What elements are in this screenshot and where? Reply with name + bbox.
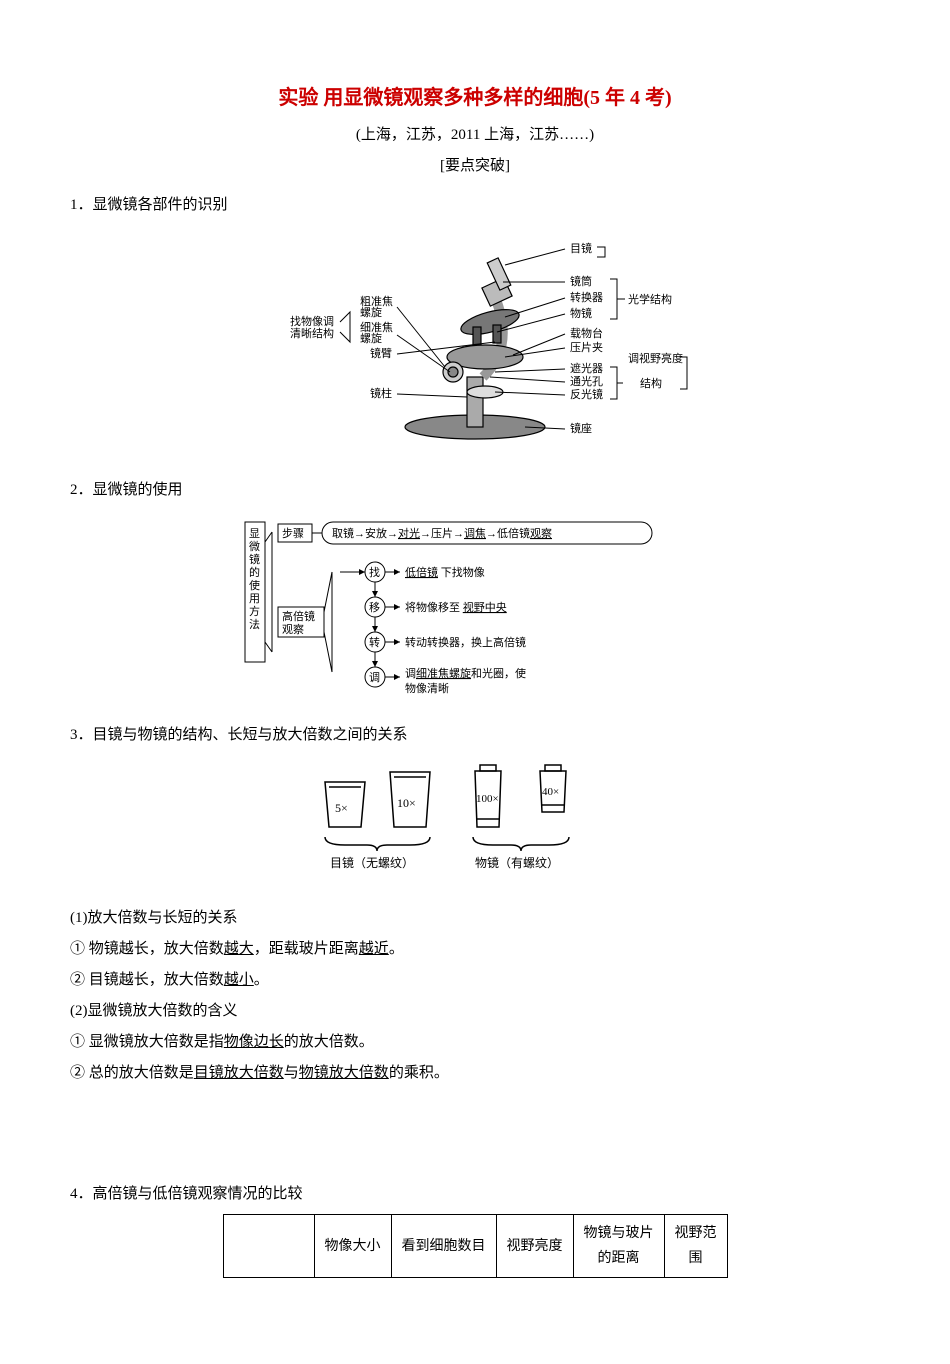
svg-text:细准焦螺旋: 细准焦螺旋 xyxy=(360,321,393,345)
svg-text:步骤: 步骤 xyxy=(282,527,304,540)
svg-text:转动转换器，换上高倍镜: 转动转换器，换上高倍镜 xyxy=(405,635,526,649)
svg-text:5×: 5× xyxy=(335,801,348,815)
t: ① 物镜越长，放大倍数 xyxy=(70,941,224,957)
svg-text:10×: 10× xyxy=(397,796,416,810)
t: ② 目镜越长，放大倍数 xyxy=(70,972,224,988)
figure-microscope-parts: 找物像调清晰结构 粗准焦螺旋 细准焦螺旋 镜臂 镜柱 目镜 镜筒 转换器 物镜 … xyxy=(70,227,880,467)
svg-text:调视野亮度: 调视野亮度 xyxy=(628,351,683,365)
t: ，距载玻片距离 xyxy=(254,941,359,957)
svg-text:调细准焦螺旋和光圈，使: 调细准焦螺旋和光圈，使 xyxy=(405,666,526,680)
p3-2a: ① 显微镜放大倍数是指物像边长的放大倍数。 xyxy=(70,1029,880,1056)
svg-text:遮光器: 遮光器 xyxy=(570,361,603,375)
svg-text:转换器: 转换器 xyxy=(570,290,603,304)
subtitle: (上海，江苏，2011 上海，江苏……) xyxy=(70,122,880,149)
svg-text:目镜（无螺纹）: 目镜（无螺纹） xyxy=(330,855,414,870)
svg-text:100×: 100× xyxy=(476,793,499,805)
p3-1a: ① 物镜越长，放大倍数越大，距载玻片距离越近。 xyxy=(70,936,880,963)
svg-text:镜座: 镜座 xyxy=(570,421,592,435)
svg-text:镜筒: 镜筒 xyxy=(570,274,592,288)
svg-text:找: 找 xyxy=(369,565,380,579)
svg-text:物像清晰: 物像清晰 xyxy=(405,681,449,695)
svg-text:将物像移至 视野中央: 将物像移至 视野中央 xyxy=(405,600,507,614)
svg-text:取镜→安放→对光→压片→调焦→低倍镜观察: 取镜→安放→对光→压片→调焦→低倍镜观察 xyxy=(332,526,552,540)
p3-2b: ② 总的放大倍数是目镜放大倍数与物镜放大倍数的乘积。 xyxy=(70,1060,880,1087)
svg-text:反光镜: 反光镜 xyxy=(570,387,603,401)
t: 与 xyxy=(284,1065,299,1081)
svg-text:结构: 结构 xyxy=(640,376,662,390)
svg-text:镜柱: 镜柱 xyxy=(370,386,392,400)
svg-text:镜臂: 镜臂 xyxy=(370,346,392,360)
svg-text:40×: 40× xyxy=(542,786,559,798)
svg-text:目镜: 目镜 xyxy=(570,241,592,255)
table-row: 物像大小 看到细胞数目 视野亮度 物镜与玻片 的距离 视野范 围 xyxy=(223,1215,727,1278)
th: 物镜与玻片 的距离 xyxy=(573,1215,664,1278)
svg-text:载物台: 载物台 xyxy=(570,326,603,340)
u: 物像边长 xyxy=(224,1034,284,1050)
u: 目镜放大倍数 xyxy=(194,1065,284,1081)
u: 越大 xyxy=(224,941,254,957)
heading-4: 4．高倍镜与低倍镜观察情况的比较 xyxy=(70,1181,880,1208)
p3-2: (2)显微镜放大倍数的含义 xyxy=(70,998,880,1025)
p3-1: (1)放大倍数与长短的关系 xyxy=(70,905,880,932)
t: 的乘积。 xyxy=(389,1065,449,1081)
t: 的放大倍数。 xyxy=(284,1034,374,1050)
svg-text:压片夹: 压片夹 xyxy=(570,341,603,354)
u: 越近 xyxy=(359,941,389,957)
figure-lenses: 5× 10× 目镜（无螺纹） 100× 40× 物镜（有螺纹） xyxy=(70,757,880,897)
heading-2: 2．显微镜的使用 xyxy=(70,477,880,504)
svg-text:通光孔: 通光孔 xyxy=(570,374,603,388)
t: ① 显微镜放大倍数是指 xyxy=(70,1034,224,1050)
heading-3: 3．目镜与物镜的结构、长短与放大倍数之间的关系 xyxy=(70,722,880,749)
section-tag: [要点突破] xyxy=(70,153,880,180)
p3-1b: ② 目镜越长，放大倍数越小。 xyxy=(70,967,880,994)
figure-microscope-usage: 显微镜的使用方法 步骤 取镜→安放→对光→压片→调焦→低倍镜观察 高倍镜观察 找… xyxy=(70,512,880,712)
svg-text:调: 调 xyxy=(369,671,380,684)
svg-text:显微镜的使用方法: 显微镜的使用方法 xyxy=(249,527,260,631)
th: 物像大小 xyxy=(314,1215,391,1278)
th: 视野范 围 xyxy=(664,1215,727,1278)
th: 视野亮度 xyxy=(496,1215,573,1278)
svg-text:粗准焦螺旋: 粗准焦螺旋 xyxy=(360,295,393,319)
label-left-group: 找物像调清晰结构 xyxy=(290,314,334,340)
t: ② 总的放大倍数是 xyxy=(70,1065,194,1081)
svg-text:物镜: 物镜 xyxy=(570,306,592,320)
t: 。 xyxy=(254,972,269,988)
th-blank xyxy=(223,1215,314,1278)
svg-text:物镜（有螺纹）: 物镜（有螺纹） xyxy=(475,855,559,870)
svg-text:低倍镜 下找物像: 低倍镜 下找物像 xyxy=(405,565,485,579)
comparison-table: 物像大小 看到细胞数目 视野亮度 物镜与玻片 的距离 视野范 围 xyxy=(223,1214,728,1278)
svg-text:光学结构: 光学结构 xyxy=(628,292,672,306)
t: 。 xyxy=(389,941,404,957)
heading-1: 1．显微镜各部件的识别 xyxy=(70,192,880,219)
u: 物镜放大倍数 xyxy=(299,1065,389,1081)
svg-text:移: 移 xyxy=(369,601,380,614)
page-title: 实验 用显微镜观察多种多样的细胞(5 年 4 考) xyxy=(70,80,880,116)
svg-text:高倍镜观察: 高倍镜观察 xyxy=(282,609,315,636)
u: 越小 xyxy=(224,972,254,988)
svg-text:转: 转 xyxy=(369,635,380,649)
th: 看到细胞数目 xyxy=(391,1215,496,1278)
